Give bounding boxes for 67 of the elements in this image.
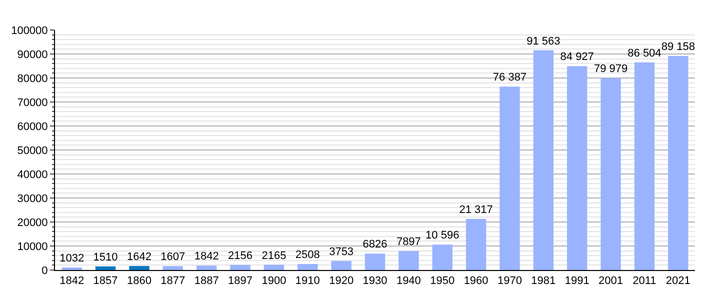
data-label: 1032 — [60, 252, 84, 265]
data-label: 7897 — [396, 236, 421, 248]
bar — [533, 50, 554, 270]
data-label: 86 504 — [628, 47, 662, 60]
y-tick-label: 0 — [42, 264, 48, 277]
data-label: 2156 — [228, 250, 253, 262]
y-tick-label: 10000 — [17, 240, 48, 253]
bar — [196, 266, 217, 270]
data-label: 79 979 — [594, 63, 628, 76]
x-tick-label: 1910 — [295, 275, 320, 288]
data-label: 10 596 — [426, 230, 460, 242]
x-tick-label: 2021 — [666, 275, 690, 288]
bar — [668, 56, 688, 270]
bar — [567, 66, 588, 270]
data-label: 1607 — [160, 251, 186, 264]
x-tick-label: 2011 — [632, 275, 656, 288]
x-tick-label: 1887 — [194, 275, 219, 288]
bar — [264, 264, 284, 270]
x-tick-label: 1900 — [262, 275, 286, 288]
x-tick-label: 1991 — [564, 275, 590, 288]
bar — [230, 264, 250, 270]
data-label: 1642 — [126, 251, 152, 264]
x-tick-label: 2001 — [598, 275, 624, 288]
bar — [398, 251, 419, 270]
x-tick-label: 1857 — [93, 275, 118, 288]
y-tick-label: 100000 — [11, 24, 48, 37]
y-tick-label: 90000 — [17, 48, 48, 61]
bar — [634, 62, 655, 270]
data-label: 84 927 — [560, 51, 594, 64]
x-tick-label: 1930 — [362, 275, 388, 288]
y-tick-label: 20000 — [17, 216, 48, 229]
data-label: 2165 — [262, 250, 286, 262]
data-label: 1842 — [194, 250, 219, 263]
data-label: 6826 — [362, 238, 388, 251]
bar — [364, 254, 386, 270]
x-tick-label: 1981 — [531, 275, 556, 288]
x-tick-label: 1860 — [126, 275, 152, 288]
data-label: 89 158 — [661, 41, 695, 54]
data-label: 21 317 — [459, 204, 493, 216]
bar — [500, 86, 520, 270]
x-tick-label: 1842 — [60, 275, 84, 288]
bar — [600, 78, 621, 270]
bar — [162, 266, 183, 270]
data-label: 2508 — [295, 248, 320, 261]
data-label: 3753 — [329, 246, 354, 258]
y-tick-label: 30000 — [17, 192, 48, 205]
x-tick-label: 1970 — [498, 275, 522, 288]
bar — [466, 218, 486, 270]
bar — [129, 266, 150, 270]
x-tick-label: 1877 — [160, 275, 186, 288]
data-label: 76 387 — [492, 72, 527, 84]
y-tick-label: 70000 — [17, 96, 48, 109]
y-tick-label: 80000 — [17, 72, 48, 85]
x-tick-label: 1950 — [430, 275, 455, 288]
data-label: 1510 — [93, 251, 118, 264]
x-tick-label: 1940 — [396, 275, 421, 288]
y-tick-label: 60000 — [17, 120, 48, 133]
y-tick-label: 40000 — [17, 168, 48, 181]
bar — [331, 260, 352, 270]
data-label: 91 563 — [526, 35, 560, 48]
x-tick-label: 1897 — [228, 275, 252, 288]
bar — [298, 264, 318, 270]
bar — [432, 244, 452, 270]
bar — [95, 266, 116, 270]
x-tick-label: 1920 — [329, 275, 354, 288]
y-tick-label: 50000 — [17, 144, 48, 157]
x-tick-label: 1960 — [464, 275, 488, 288]
